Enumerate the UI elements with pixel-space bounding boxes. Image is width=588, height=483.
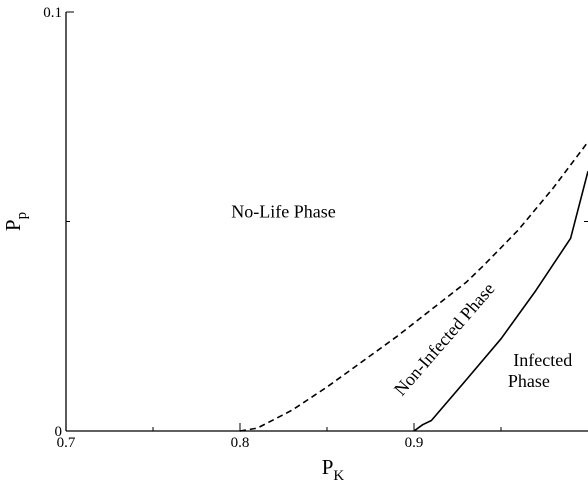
x-axis-label-subscript: K [333,468,344,483]
infected-boundary-line [413,170,588,432]
y-axis-label: Pp [1,212,30,231]
phase-annotation: No-Life Phase [231,201,335,221]
y-tick-label: 0.1 [43,5,62,21]
x-tick-label: 0.9 [405,435,424,451]
series-lines [239,141,588,432]
non-infected-boundary-line [239,141,588,432]
axes: 0.7 0.8 0.9 0 0.1 [43,5,588,451]
y-tick-label: 0 [55,424,63,440]
x-axis-label: PK [322,455,345,483]
x-tick-label: 0.8 [231,435,250,451]
y-axis-label-subscript: p [14,212,30,220]
phase-annotation: Phase [508,371,550,391]
x-axis-label-main: P [322,455,334,479]
phase-annotation: Non-Infected Phase [390,279,499,400]
x-tick-label: 0.7 [57,435,76,451]
y-axis-label-main: P [1,219,25,231]
phase-annotation: Infected [513,350,572,370]
annotations: No-Life Phase Non-Infected Phase InfectedP… [231,201,572,399]
